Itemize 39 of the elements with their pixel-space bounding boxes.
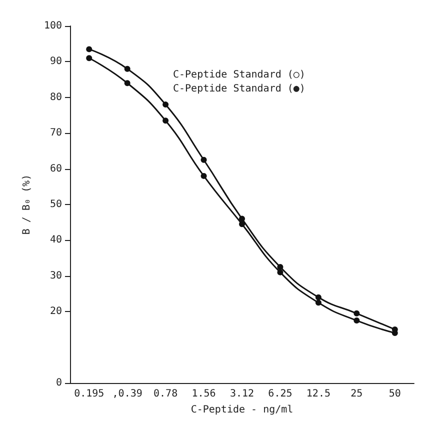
point [315,294,322,300]
x-tick-label: 0.195 [74,388,104,400]
annotation: C-Peptide Standard (●) [173,84,306,94]
point [124,80,130,86]
x-tick-label: 50 [388,388,401,400]
point [239,216,245,222]
point [200,156,207,163]
point [86,55,92,62]
x-tick-label: 1.56 [192,388,216,400]
point [162,118,169,124]
point [354,310,360,316]
y-tick-label: 30 [50,270,62,282]
x-tick-label: 6.25 [268,388,292,400]
x-tick-label: 25 [350,388,363,400]
point [124,66,130,72]
y-tick-label: 80 [50,92,62,103]
x-tick-label: ,0.39 [112,388,142,400]
y-tick-label: 50 [50,199,62,210]
point [86,46,92,52]
y-tick-label: 60 [50,163,62,174]
x-tick-label: 12.5 [306,388,330,400]
point [239,221,245,228]
y-tick-label: 20 [50,306,62,318]
point [162,102,169,108]
y-tick-label: 90 [50,56,62,68]
y-axis-title: B / B₀ (%) [22,174,32,235]
y-tick-label: 100 [44,20,62,32]
point [277,269,284,276]
point [354,318,360,324]
y-tick-label: 0 [56,378,62,388]
y-tick-label: 40 [50,234,62,246]
y-tick-label: 70 [50,128,62,139]
x-tick-label: 0.78 [154,388,178,400]
annotation: C-Peptide Standard (○) [173,70,306,80]
point [315,300,322,306]
point [200,172,207,179]
x-tick-label: 3.12 [230,388,254,400]
x-axis-title: C-Peptide - ng/ml [190,404,294,416]
point [277,264,284,270]
